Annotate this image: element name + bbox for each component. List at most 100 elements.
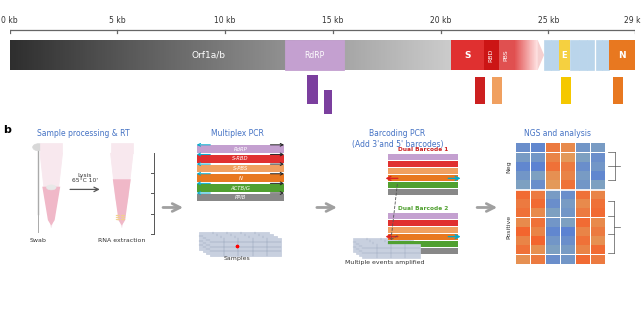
Bar: [591, 245, 605, 254]
Bar: [237, 40, 240, 70]
Bar: [332, 40, 335, 70]
Bar: [436, 40, 438, 70]
Bar: [85, 40, 87, 70]
Bar: [34, 40, 37, 70]
Bar: [562, 77, 571, 104]
Bar: [83, 40, 85, 70]
Bar: [362, 244, 420, 258]
Bar: [323, 40, 326, 70]
Bar: [104, 40, 107, 70]
Bar: [153, 40, 156, 70]
Bar: [427, 40, 429, 70]
Ellipse shape: [121, 219, 126, 220]
Bar: [388, 168, 458, 174]
Bar: [222, 40, 224, 70]
Bar: [60, 40, 63, 70]
Bar: [410, 40, 412, 70]
Bar: [255, 40, 257, 70]
Bar: [412, 40, 414, 70]
Bar: [80, 40, 83, 70]
Bar: [74, 40, 76, 70]
Bar: [576, 144, 590, 153]
Bar: [193, 40, 196, 70]
Bar: [158, 40, 160, 70]
Bar: [21, 40, 23, 70]
Bar: [516, 190, 530, 199]
Bar: [388, 182, 458, 189]
Text: 29 kb: 29 kb: [624, 16, 641, 25]
Text: RdRP: RdRP: [233, 147, 247, 152]
Bar: [591, 180, 605, 190]
Bar: [204, 40, 206, 70]
Bar: [595, 40, 603, 70]
Bar: [312, 40, 315, 70]
Bar: [613, 77, 623, 104]
Bar: [109, 40, 112, 70]
Bar: [561, 218, 575, 227]
Bar: [120, 40, 122, 70]
Bar: [306, 40, 308, 70]
Bar: [178, 40, 180, 70]
Bar: [352, 40, 354, 70]
Text: Barcoding PCR
(Add 3'and 5' barcodes): Barcoding PCR (Add 3'and 5' barcodes): [352, 129, 443, 148]
Bar: [546, 144, 560, 153]
Text: 20 kb: 20 kb: [430, 16, 451, 25]
Bar: [388, 220, 458, 226]
Bar: [151, 40, 153, 70]
Bar: [416, 40, 419, 70]
Bar: [546, 245, 560, 254]
Ellipse shape: [115, 215, 120, 216]
Bar: [531, 255, 545, 264]
Bar: [388, 154, 458, 160]
Bar: [206, 40, 208, 70]
Bar: [266, 40, 269, 70]
Bar: [94, 40, 96, 70]
Bar: [576, 180, 590, 190]
Bar: [197, 145, 284, 153]
Bar: [376, 40, 379, 70]
Bar: [429, 40, 432, 70]
Text: 10 kb: 10 kb: [215, 16, 236, 25]
Bar: [239, 40, 242, 70]
Bar: [149, 40, 151, 70]
Bar: [531, 227, 545, 236]
Bar: [561, 245, 575, 254]
Text: PBS: PBS: [504, 49, 509, 61]
Bar: [155, 40, 158, 70]
Bar: [208, 40, 211, 70]
Text: Swab: Swab: [30, 237, 47, 243]
Text: S: S: [464, 51, 471, 60]
Bar: [475, 77, 485, 104]
Bar: [570, 40, 579, 70]
Bar: [358, 40, 361, 70]
Bar: [516, 171, 530, 180]
Bar: [133, 40, 136, 70]
Bar: [203, 234, 273, 252]
Text: ACTB/G: ACTB/G: [230, 185, 251, 190]
Bar: [78, 40, 81, 70]
Ellipse shape: [115, 217, 120, 218]
Ellipse shape: [121, 215, 126, 216]
Bar: [19, 40, 21, 70]
Bar: [591, 199, 605, 208]
Bar: [307, 75, 318, 104]
Bar: [262, 40, 264, 70]
Bar: [217, 40, 220, 70]
Bar: [335, 40, 337, 70]
Bar: [414, 40, 416, 70]
Bar: [546, 227, 560, 236]
Bar: [576, 208, 590, 217]
Bar: [272, 40, 275, 70]
Bar: [516, 255, 530, 264]
Bar: [388, 234, 458, 240]
Text: Samples: Samples: [224, 256, 251, 261]
Bar: [319, 40, 321, 70]
Bar: [484, 40, 499, 70]
Bar: [561, 227, 575, 236]
Bar: [419, 40, 420, 70]
Bar: [328, 40, 330, 70]
Bar: [591, 236, 605, 245]
Bar: [138, 40, 140, 70]
Bar: [29, 40, 32, 70]
Bar: [561, 236, 575, 245]
